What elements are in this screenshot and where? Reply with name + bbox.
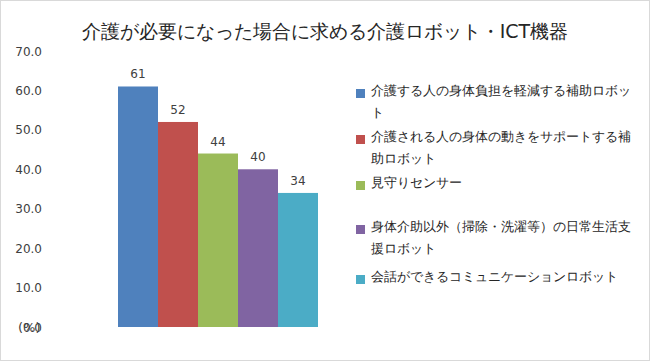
y-tick-label: 10.0 [15,281,42,295]
data-label: 52 [170,103,185,117]
y-tick-label: 60.0 [15,84,42,98]
frame [1,1,650,361]
y-tick-label: 40.0 [15,163,42,177]
legend-item: 介護される人の身体の動きをサポートする補助ロボット [356,130,646,170]
bar [158,122,198,327]
y-axis-label: (%) [18,320,41,335]
legend-swatch [356,225,365,234]
y-tick-label: 70.0 [15,45,42,59]
data-label: 34 [290,174,305,188]
legend-label: 身体介助以外（掃除・洗濯等）の日常生活支援ロボット [371,216,643,260]
y-tick-label: 30.0 [15,202,42,216]
legend-label: 見守りセンサー [371,172,643,194]
y-tick-label: 20.0 [15,242,42,256]
bar [278,193,318,327]
legend-swatch [356,275,365,284]
legend-item: 身体介助以外（掃除・洗濯等）の日常生活支援ロボット [356,220,646,260]
legend-swatch [356,135,365,144]
data-label: 40 [250,150,265,164]
legend-swatch [356,181,365,190]
bar [238,169,278,327]
y-tick-label: 50.0 [15,123,42,137]
legend-label: 会話ができるコミュニケーションロボット [371,266,643,288]
bar [198,154,238,327]
data-label: 61 [130,67,145,81]
legend-item: 介護する人の身体負担を軽減する補助ロボット [356,84,646,124]
data-label: 44 [210,135,225,149]
legend-label: 介護する人の身体負担を軽減する補助ロボット [371,80,643,124]
legend-item: 会話ができるコミュニケーションロボット [356,270,646,288]
legend-label: 介護される人の身体の動きをサポートする補助ロボット [371,126,643,170]
bar [118,86,158,327]
legend-swatch [356,89,365,98]
title: 介護が必要になった場合に求める介護ロボット・ICT機器 [82,20,568,42]
legend-item: 見守りセンサー [356,176,646,194]
